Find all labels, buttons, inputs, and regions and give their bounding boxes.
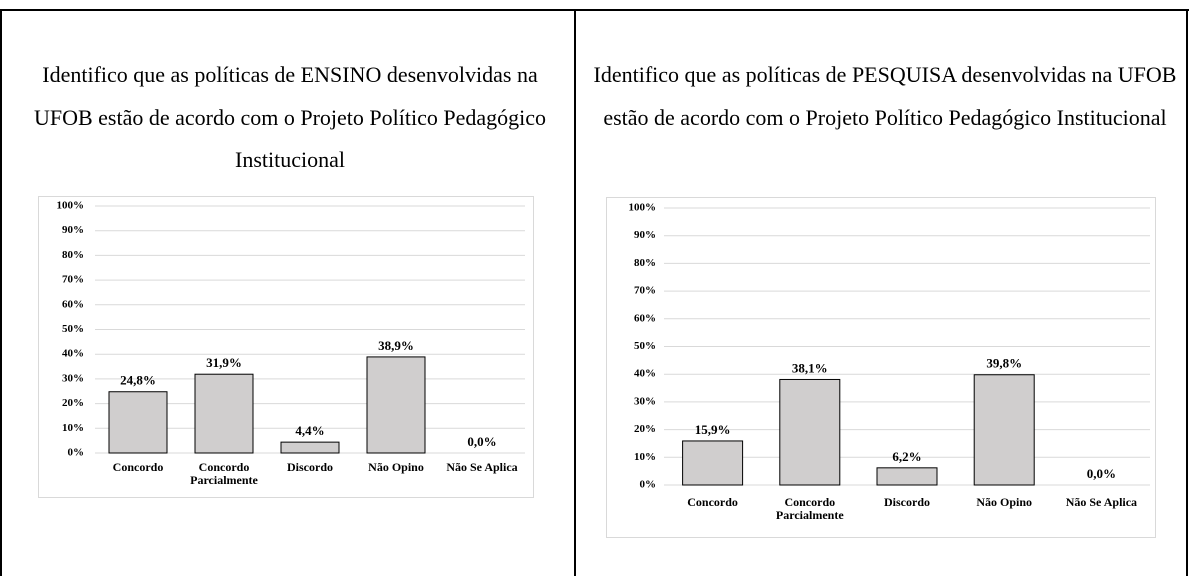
y-tick-label: 60% (62, 298, 84, 310)
bar (779, 378, 841, 486)
x-tick-label: Não Se Aplica (1065, 495, 1138, 509)
y-tick-label: 50% (62, 323, 84, 335)
x-tick-label: Concordo Parcialmente (775, 495, 844, 522)
data-label: 24,8% (120, 373, 156, 388)
table-border (1186, 9, 1188, 576)
x-tick-label: Discordo (884, 495, 930, 509)
y-tick-label: 80% (634, 257, 656, 269)
bar (876, 467, 938, 486)
chart-title: Identifico que as políticas de PESQUISA … (593, 62, 1177, 130)
x-tick-label: Concordo Parcialmente (190, 460, 258, 487)
bar (108, 391, 168, 454)
table-border (574, 9, 576, 576)
bar (366, 356, 426, 454)
data-label: 4,4% (295, 423, 324, 438)
x-tick-label: Discordo (287, 460, 333, 474)
y-tick-label: 20% (62, 397, 84, 409)
bar (194, 373, 254, 454)
y-tick-label: 50% (634, 340, 656, 352)
y-tick-label: 90% (634, 229, 656, 241)
bar (682, 440, 744, 486)
y-tick-label: 20% (634, 423, 656, 435)
y-tick-label: 100% (57, 200, 85, 212)
data-label: 38,9% (378, 338, 414, 353)
y-tick-label: 30% (634, 395, 656, 407)
bar (280, 441, 340, 454)
table-border (0, 9, 1189, 11)
x-tick-label: Não Se Aplica (446, 460, 518, 474)
y-tick-label: 30% (62, 372, 84, 384)
data-label: 6,2% (892, 449, 921, 464)
chart-area (38, 196, 534, 498)
x-tick-label: Não Opino (976, 495, 1033, 509)
y-tick-label: 80% (62, 249, 84, 261)
y-tick-label: 100% (629, 202, 657, 214)
bar (973, 374, 1035, 486)
x-tick-label: Concordo (687, 495, 738, 509)
data-label: 38,1% (792, 360, 828, 375)
x-tick-label: Concordo (112, 460, 164, 474)
y-tick-label: 60% (634, 312, 656, 324)
y-tick-label: 70% (62, 274, 84, 286)
data-label: 0,0% (467, 434, 496, 449)
chart-title: Identifico que as políticas de ENSINO de… (33, 62, 547, 172)
y-tick-label: 40% (634, 368, 656, 380)
y-tick-label: 0% (68, 447, 85, 459)
y-tick-label: 70% (634, 285, 656, 297)
y-tick-label: 40% (62, 348, 84, 360)
y-tick-label: 10% (634, 451, 656, 463)
data-label: 31,9% (206, 355, 242, 370)
chart-area (606, 197, 1156, 538)
y-tick-label: 90% (62, 224, 84, 236)
data-label: 0,0% (1087, 466, 1116, 481)
y-tick-label: 10% (62, 422, 84, 434)
y-tick-label: 0% (640, 479, 657, 491)
data-label: 39,8% (986, 356, 1022, 371)
table-border (0, 9, 2, 576)
data-label: 15,9% (695, 422, 731, 437)
x-tick-label: Não Opino (368, 460, 424, 474)
